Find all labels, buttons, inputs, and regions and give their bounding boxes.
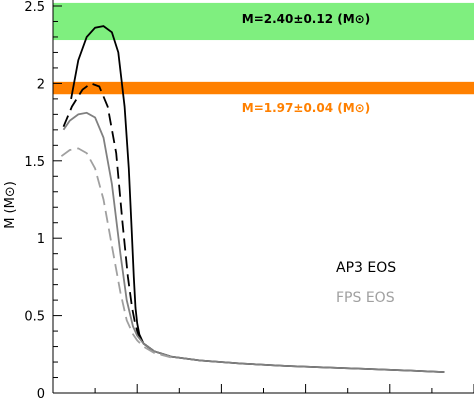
y-tick-label: 1.5: [24, 155, 45, 170]
mass-band-label-1: M=2.40±0.12 (M⊙): [242, 12, 370, 26]
mass-band-label-2: M=1.97±0.04 (M⊙): [242, 101, 370, 115]
mass-band-2: [53, 81, 474, 95]
series-line-3: [62, 111, 445, 373]
y-tick-label: 1: [37, 232, 45, 247]
legend-label-2: FPS EOS: [336, 290, 395, 306]
series-line-4: [60, 147, 172, 359]
y-tick-label: 2: [37, 77, 45, 92]
mass-band-1: [53, 2, 474, 41]
y-tick-label: 0.5: [24, 310, 45, 325]
y-axis-title: M (M⊙): [3, 181, 18, 229]
y-tick-label: 2.5: [24, 0, 45, 15]
legend-label-1: AP3 EOS: [336, 260, 396, 276]
y-tick-label: 0: [37, 387, 45, 401]
series-line-2: [62, 82, 172, 358]
